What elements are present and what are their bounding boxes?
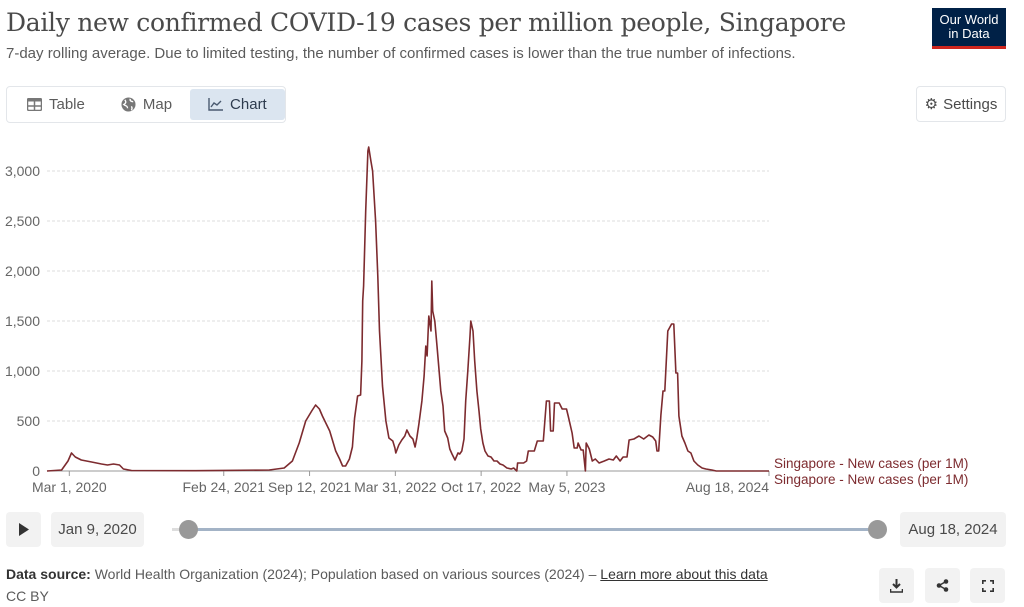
line-chart-icon — [208, 98, 224, 111]
y-tick-label: 2,500 — [5, 213, 40, 229]
timeline-start-handle[interactable] — [179, 520, 198, 539]
tab-label: Chart — [230, 96, 267, 113]
share-button[interactable] — [925, 568, 960, 603]
tab-label: Map — [142, 96, 173, 113]
share-icon — [936, 579, 949, 592]
y-tick-label: 3,000 — [5, 163, 40, 179]
x-tick-label: Feb 24, 2021 — [182, 479, 265, 495]
x-tick-label: Mar 31, 2022 — [354, 479, 437, 495]
x-tick-label: Mar 1, 2020 — [32, 479, 107, 495]
x-tick-label: Aug 18, 2024 — [686, 479, 770, 495]
play-button[interactable] — [6, 512, 41, 547]
source-label: Data source: — [6, 566, 91, 582]
gear-icon: ⚙ — [924, 96, 939, 113]
chart-title: Daily new confirmed COVID-19 cases per m… — [6, 8, 846, 37]
license: CC BY — [6, 588, 49, 604]
chart-subtitle: 7-day rolling average. Due to limited te… — [6, 45, 796, 62]
fullscreen-icon — [981, 579, 994, 592]
tab-chart[interactable]: Chart — [190, 89, 285, 120]
play-icon — [18, 523, 29, 536]
y-tick-label: 2,000 — [5, 263, 40, 279]
timeline-start-date[interactable]: Jan 9, 2020 — [51, 512, 144, 547]
y-tick-label: 1,000 — [5, 363, 40, 379]
download-icon — [890, 578, 903, 593]
download-button[interactable] — [879, 568, 914, 603]
learn-more-link[interactable]: Learn more about this data — [600, 566, 768, 582]
series-label: Singapore - New cases (per 1M) — [774, 472, 968, 487]
fullscreen-button[interactable] — [970, 568, 1005, 603]
tab-label: Table — [49, 96, 85, 113]
y-tick-label: 1,500 — [5, 313, 40, 329]
globe-icon — [121, 97, 136, 112]
timeline-end-handle[interactable] — [868, 520, 887, 539]
tab-map[interactable]: Map — [103, 89, 190, 120]
x-tick-label: May 5, 2023 — [528, 479, 605, 495]
line-chart: 0 500 1,000 1,500 2,000 2,500 3,000 Mar 1, 2020… — [5, 146, 968, 495]
owid-logo[interactable]: Our World in Data — [932, 8, 1006, 49]
y-tick-label: 500 — [17, 413, 41, 429]
view-tabs: Table Map Chart — [6, 86, 286, 123]
series-label: Singapore - New cases (per 1M) — [774, 456, 968, 471]
series-line — [46, 146, 769, 472]
table-icon — [27, 98, 42, 111]
tab-table[interactable]: Table — [9, 89, 103, 120]
x-tick-label: Oct 17, 2022 — [441, 479, 521, 495]
settings-label: Settings — [943, 95, 998, 113]
timeline-end-date[interactable]: Aug 18, 2024 — [900, 512, 1006, 547]
source-text: World Health Organization (2024); Popula… — [90, 566, 601, 582]
x-tick-label: Sep 12, 2021 — [268, 479, 352, 495]
timeline-slider-track[interactable] — [188, 528, 877, 531]
settings-button[interactable]: ⚙ Settings — [916, 86, 1006, 122]
data-source: Data source: World Health Organization (… — [6, 566, 768, 582]
y-tick-label: 0 — [32, 463, 40, 479]
